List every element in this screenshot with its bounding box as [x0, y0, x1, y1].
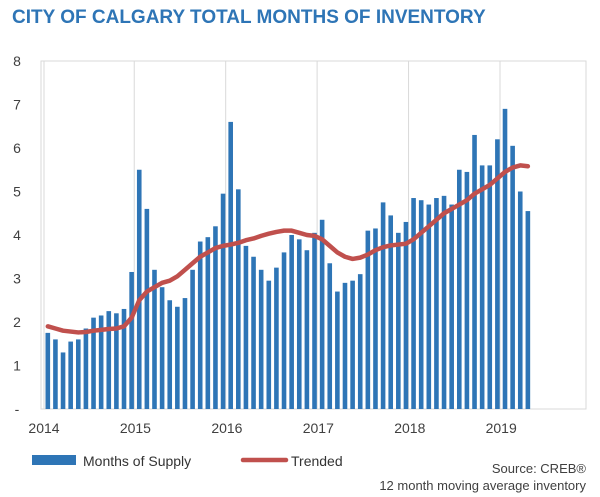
bar-55	[464, 171, 470, 409]
bar-14	[152, 269, 157, 409]
bar-34	[304, 250, 310, 409]
bar-11	[129, 271, 134, 409]
bar-9	[114, 313, 119, 409]
bar-21	[205, 237, 211, 409]
bar-0	[45, 332, 51, 410]
x-tick-label: 2014	[28, 420, 59, 436]
bar-37	[327, 263, 333, 409]
bar-16	[167, 300, 173, 409]
legend-bar-label: Months of Supply	[83, 453, 191, 469]
bar-32	[289, 235, 294, 409]
bar-62	[517, 191, 523, 409]
bar-49	[418, 200, 424, 409]
y-tick-label: 7	[13, 97, 21, 113]
bar-61	[510, 145, 515, 409]
bar-20	[197, 241, 203, 409]
bar-51	[434, 198, 439, 409]
bar-2	[60, 352, 66, 409]
bar-28	[258, 269, 264, 409]
y-tick-label: 5	[13, 184, 21, 200]
bar-53	[449, 204, 454, 409]
bar-47	[403, 221, 409, 409]
x-tick-label: 2015	[120, 420, 151, 436]
bar-58	[487, 165, 493, 409]
bar-33	[296, 239, 302, 409]
bar-42	[365, 230, 371, 409]
bar-31	[281, 252, 287, 409]
bar-29	[266, 280, 272, 409]
bar-41	[357, 274, 363, 409]
bar-10	[121, 308, 127, 409]
bar-46	[396, 232, 401, 409]
bar-22	[213, 226, 218, 409]
bar-40	[350, 280, 355, 409]
x-tick-label: 2019	[486, 420, 517, 436]
x-tick-label: 2017	[303, 420, 334, 436]
y-tick-label: 1	[13, 358, 21, 374]
source-line: Source: CREB®	[491, 461, 586, 476]
bar-44	[380, 202, 386, 410]
bar-24	[228, 121, 233, 410]
bar-59	[495, 139, 500, 410]
bar-5	[83, 328, 89, 409]
bar-7	[98, 315, 104, 409]
bar-12	[136, 169, 142, 409]
bar-63	[525, 211, 531, 409]
bar-39	[342, 282, 348, 409]
bar-15	[159, 287, 165, 409]
bar-52	[441, 195, 447, 409]
legend-bar-swatch	[32, 455, 76, 465]
bar-17	[175, 306, 180, 409]
bar-50	[426, 204, 432, 409]
bar-60	[502, 108, 508, 409]
bar-36	[319, 219, 325, 409]
chart-title: CITY OF CALGARY TOTAL MONTHS OF INVENTOR…	[12, 7, 486, 28]
y-tick-label: 3	[13, 271, 21, 287]
source-note: Source: CREB® 12 month moving average in…	[379, 460, 586, 494]
bar-6	[91, 317, 96, 409]
y-tick-label: 2	[13, 314, 21, 330]
bar-18	[182, 298, 188, 409]
bar-57	[479, 165, 485, 409]
bar-13	[144, 208, 150, 409]
y-tick-label: -	[15, 401, 20, 417]
bar-35	[312, 232, 317, 409]
y-tick-label: 4	[13, 227, 21, 243]
bar-25	[236, 189, 241, 409]
bar-19	[190, 269, 195, 409]
legend-line-label: Trended	[291, 453, 343, 469]
bar-54	[456, 169, 462, 409]
x-tick-label: 2016	[211, 420, 242, 436]
bar-38	[335, 291, 340, 409]
bar-1	[53, 339, 58, 409]
y-tick-label: 8	[13, 53, 21, 69]
bar-43	[373, 228, 378, 409]
bar-30	[274, 267, 279, 410]
y-tick-label: 6	[13, 140, 21, 156]
bar-27	[251, 256, 256, 409]
bar-48	[411, 198, 416, 409]
bar-26	[243, 245, 249, 410]
bar-23	[220, 193, 226, 409]
source-note-line: 12 month moving average inventory	[379, 478, 586, 493]
x-tick-label: 2018	[394, 420, 425, 436]
bar-8	[106, 311, 112, 410]
bar-4	[75, 339, 81, 409]
bar-3	[68, 341, 73, 409]
bar-45	[388, 215, 394, 409]
trend-line	[45, 163, 531, 335]
bar-56	[472, 134, 477, 409]
